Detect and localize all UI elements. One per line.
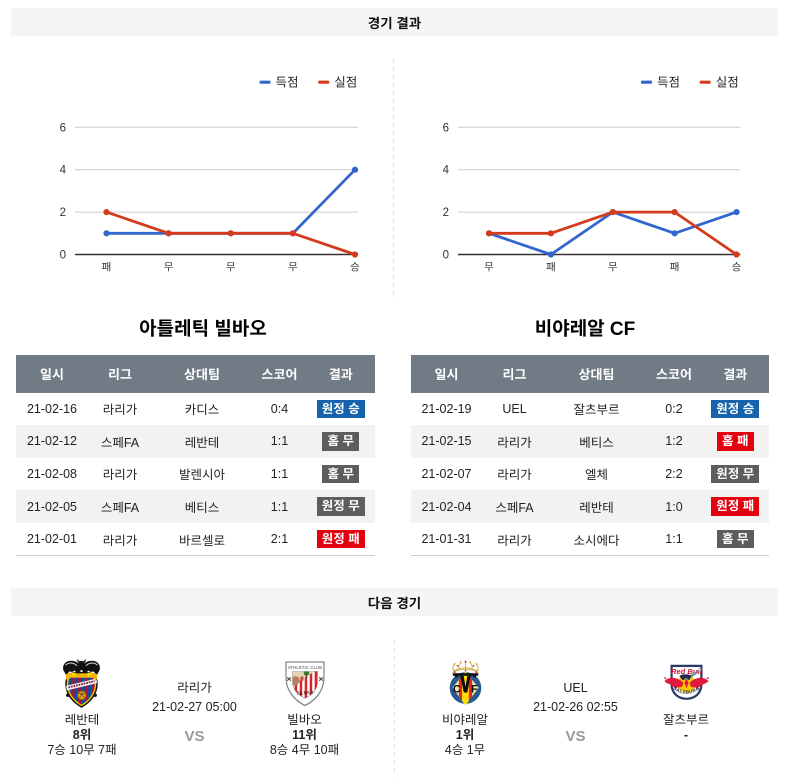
svg-text:득점: 득점 xyxy=(276,76,299,90)
svg-text:무: 무 xyxy=(608,262,618,274)
svg-text:6: 6 xyxy=(443,122,449,134)
svg-text:무: 무 xyxy=(226,262,236,274)
svg-text:승: 승 xyxy=(350,262,360,274)
svg-text:2: 2 xyxy=(443,207,449,219)
svg-text:ATHLETIC CLUB: ATHLETIC CLUB xyxy=(287,664,321,669)
svg-text:0: 0 xyxy=(443,250,449,262)
svg-text:6: 6 xyxy=(60,122,66,134)
svg-text:Red Bull: Red Bull xyxy=(671,667,703,676)
svg-text:패: 패 xyxy=(102,262,112,274)
svg-text:C: C xyxy=(452,684,460,696)
svg-text:2: 2 xyxy=(60,207,66,219)
svg-text:승: 승 xyxy=(732,262,742,274)
svg-text:무: 무 xyxy=(288,262,298,274)
svg-text:4: 4 xyxy=(60,165,67,177)
svg-text:무: 무 xyxy=(484,262,494,274)
svg-text:4: 4 xyxy=(443,165,450,177)
svg-text:BILBAO: BILBAO xyxy=(296,689,313,695)
svg-text:0: 0 xyxy=(60,250,66,262)
svg-text:F: F xyxy=(471,684,478,696)
svg-text:실점: 실점 xyxy=(716,76,739,90)
svg-text:패: 패 xyxy=(546,262,556,274)
svg-text:패: 패 xyxy=(670,262,680,274)
svg-text:무: 무 xyxy=(164,262,174,274)
svg-text:득점: 득점 xyxy=(657,76,680,90)
svg-text:실점: 실점 xyxy=(334,76,357,90)
